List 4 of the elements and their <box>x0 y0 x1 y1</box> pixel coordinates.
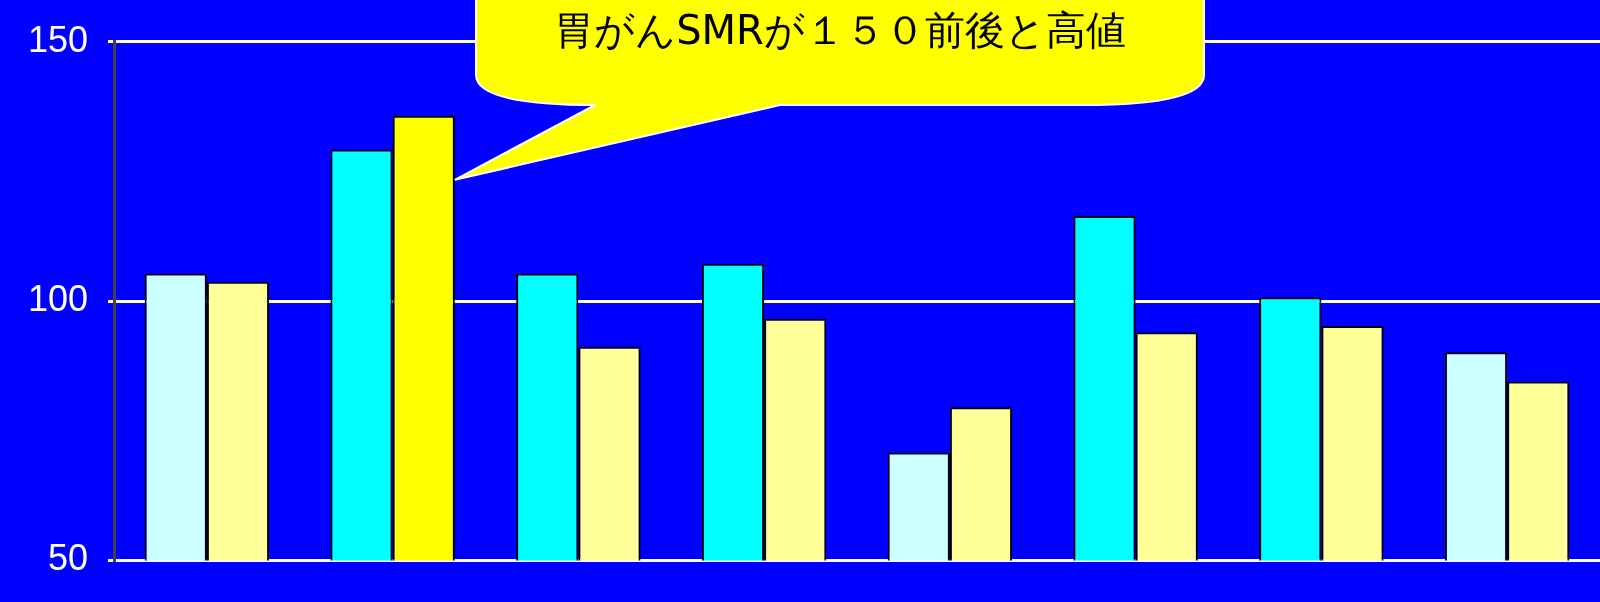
annotation: 胃がんSMRが１５０前後と高値 <box>554 6 1126 54</box>
y-tick-label: 50 <box>47 537 88 579</box>
y-tick-label: 150 <box>27 18 88 60</box>
y-tick-label: 100 <box>27 277 88 319</box>
